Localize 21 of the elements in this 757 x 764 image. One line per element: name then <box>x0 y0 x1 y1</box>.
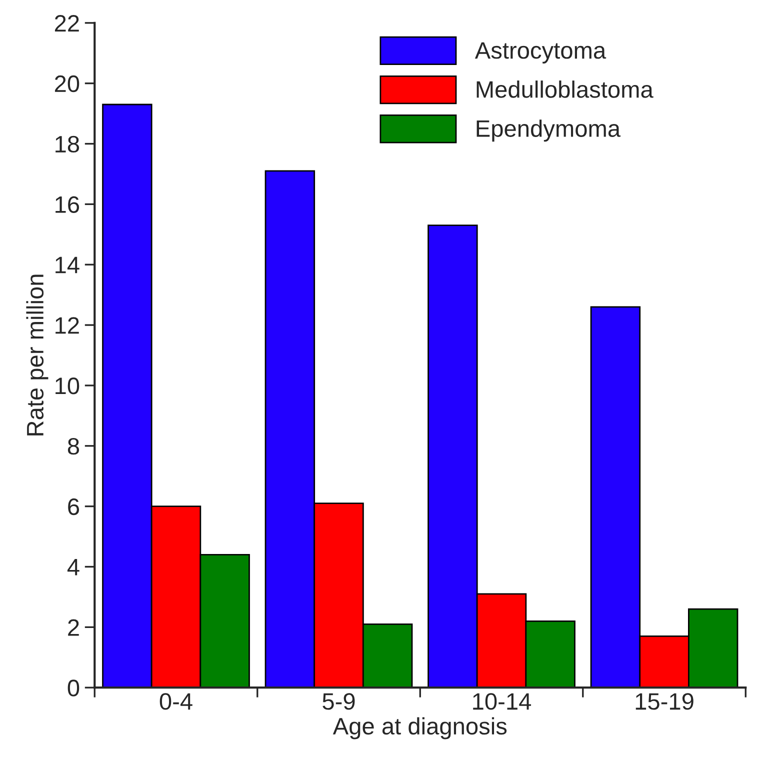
y-tick-label: 2 <box>68 619 79 636</box>
y-axis-title: Rate per million <box>26 274 48 436</box>
y-tick-label: 20 <box>54 75 80 92</box>
x-axis-title: Age at diagnosis <box>332 717 507 740</box>
y-tick-label: 8 <box>68 438 80 455</box>
x-tick-label: 10-14 <box>473 693 532 710</box>
y-tick-label: 6 <box>68 498 80 516</box>
x-tick-label: 15-19 <box>636 693 694 710</box>
legend-label: Astrocytoma <box>474 42 606 64</box>
x-tick-label: 5-9 <box>322 693 355 710</box>
y-tick-label: 10 <box>56 378 80 394</box>
legend-label: Medulloblastoma <box>476 80 654 98</box>
y-tick-label: 0 <box>68 680 80 696</box>
x-tick-label: 0-4 <box>160 693 192 710</box>
y-tick-label: 12 <box>56 317 79 334</box>
y-tick-label: 22 <box>54 14 79 32</box>
y-tick-label: 14 <box>56 256 80 274</box>
y-tick-label: 16 <box>56 196 80 213</box>
y-tick-label: 4 <box>67 559 80 576</box>
y-tick-label: 18 <box>56 136 80 153</box>
legend-label: Ependymoma <box>476 120 621 142</box>
